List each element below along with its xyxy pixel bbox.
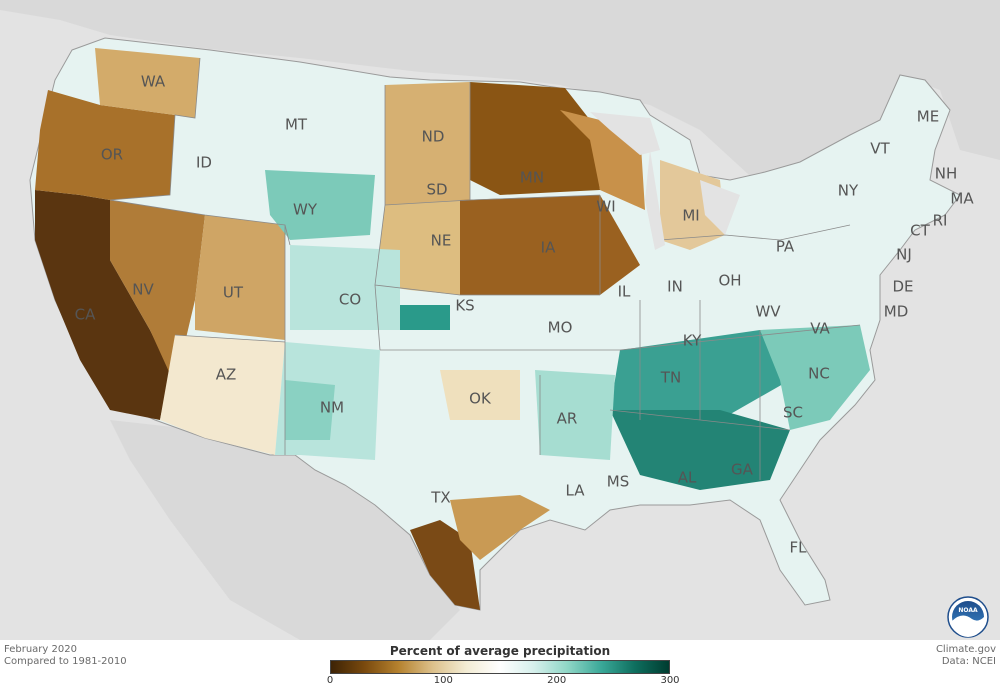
state-label-wi: WI xyxy=(596,198,615,216)
region-carolinas-wet xyxy=(760,325,870,430)
baseline-label: Compared to 1981-2010 xyxy=(4,656,127,667)
state-label-nc: NC xyxy=(808,365,830,383)
region-kansas-wet-spot xyxy=(400,305,450,330)
state-label-ms: MS xyxy=(607,473,629,491)
region-texas-east-dry xyxy=(450,495,550,560)
state-label-tn: TN xyxy=(660,369,681,387)
state-label-pa: PA xyxy=(776,238,795,256)
state-label-ga: GA xyxy=(731,461,754,479)
state-label-sd: SD xyxy=(426,181,447,199)
state-label-ut: UT xyxy=(223,284,244,302)
state-label-ky: KY xyxy=(683,332,702,350)
state-label-sc: SC xyxy=(783,404,803,422)
state-label-ar: AR xyxy=(557,410,578,428)
state-label-fl: FL xyxy=(790,539,808,557)
state-label-vt: VT xyxy=(870,140,890,158)
canada-land xyxy=(0,0,1000,185)
state-label-ne: NE xyxy=(431,232,452,250)
region-mi-dry xyxy=(660,160,725,250)
legend-tick-100: 100 xyxy=(433,675,453,686)
state-label-wy: WY xyxy=(293,201,318,219)
state-label-wa: WA xyxy=(141,73,166,91)
region-ar-wet xyxy=(535,370,615,460)
state-label-mi: MI xyxy=(682,207,699,225)
state-label-tx: TX xyxy=(430,489,450,507)
region-utah-dry xyxy=(195,215,285,340)
state-label-me: ME xyxy=(917,108,939,126)
state-label-in: IN xyxy=(667,278,683,296)
state-label-ny: NY xyxy=(838,182,859,200)
state-label-nj: NJ xyxy=(896,246,912,264)
region-tn-wet xyxy=(610,330,800,420)
state-label-nd: ND xyxy=(422,128,445,146)
noaa-logo-text: NOAA xyxy=(958,607,978,614)
region-iowa-dry xyxy=(460,195,640,295)
state-label-oh: OH xyxy=(718,272,741,290)
state-label-de: DE xyxy=(892,278,913,296)
region-dakotas-dry xyxy=(385,82,470,205)
precipitation-map: WA OR CA ID NV UT AZ MT WY CO NM ND SD NE KS OK TX MN IA MO… xyxy=(0,0,1000,640)
state-label-nv: NV xyxy=(132,281,154,299)
state-label-il: IL xyxy=(618,283,631,301)
region-mn-dry xyxy=(470,82,600,195)
noaa-logo-icon: NOAA xyxy=(947,596,989,638)
legend-tick-200: 200 xyxy=(547,675,567,686)
region-ok-dry xyxy=(440,370,520,420)
region-arizona xyxy=(160,335,285,455)
state-label-ia: IA xyxy=(541,239,556,257)
state-label-co: CO xyxy=(339,291,361,309)
legend-tick-0: 0 xyxy=(326,675,334,686)
state-label-ma: MA xyxy=(950,190,974,208)
region-colorado-wet xyxy=(290,245,400,330)
footer: February 2020 Compared to 1981-2010 Clim… xyxy=(0,640,1000,693)
region-oregon-dry xyxy=(35,90,175,200)
state-borders xyxy=(109,57,861,480)
state-label-mn: MN xyxy=(520,169,544,187)
state-label-az: AZ xyxy=(216,366,237,384)
legend-tick-300: 300 xyxy=(660,675,680,686)
state-label-ca: CA xyxy=(75,306,96,324)
state-labels: WA OR CA ID NV UT AZ MT WY CO NM ND SD NE KS OK TX MN IA MO… xyxy=(75,73,975,557)
state-label-nh: NH xyxy=(935,165,958,183)
state-label-or: OR xyxy=(101,146,123,164)
region-washington-dry xyxy=(95,48,200,118)
state-label-mo: MO xyxy=(548,319,573,337)
state-label-ri: RI xyxy=(933,212,948,230)
map-area: WA OR CA ID NV UT AZ MT WY CO NM ND SD NE KS OK TX MN IA MO… xyxy=(0,0,1000,640)
region-california-dry xyxy=(35,190,170,420)
state-label-nm: NM xyxy=(320,399,344,417)
state-label-wv: WV xyxy=(755,303,781,321)
date-label: February 2020 xyxy=(4,644,77,655)
mexico-land xyxy=(110,420,460,640)
state-label-al: AL xyxy=(678,469,697,487)
state-label-va: VA xyxy=(810,320,830,338)
state-label-id: ID xyxy=(196,154,212,172)
data-credit-label: Data: NCEI xyxy=(941,656,996,667)
state-label-ks: KS xyxy=(455,297,474,315)
region-ga-al-wet xyxy=(610,410,790,490)
state-label-ct: CT xyxy=(910,222,930,240)
legend-color-bar xyxy=(330,660,670,674)
state-label-md: MD xyxy=(884,303,909,321)
state-label-mt: MT xyxy=(285,116,308,134)
state-label-ok: OK xyxy=(469,390,492,408)
legend-title: Percent of average precipitation xyxy=(389,644,611,658)
region-wyoming-wet xyxy=(265,170,375,240)
state-label-la: LA xyxy=(566,482,586,500)
region-nm-wet xyxy=(285,380,335,440)
source-label: Climate.gov xyxy=(935,644,996,655)
